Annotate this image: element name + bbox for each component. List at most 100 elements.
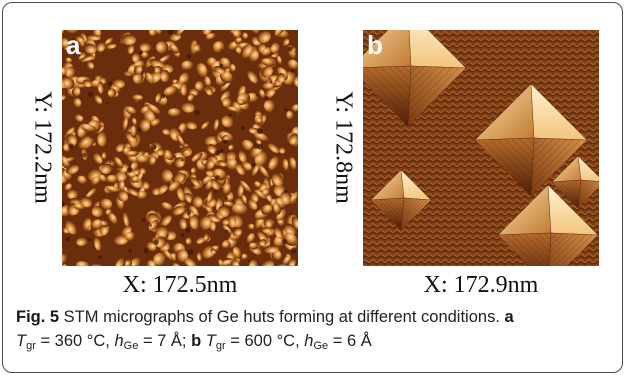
ge-hut-terrace bbox=[569, 180, 590, 191]
surface-pit bbox=[98, 255, 103, 260]
surface-island bbox=[238, 150, 248, 163]
surface-island bbox=[149, 58, 165, 68]
ge-hut-terrace bbox=[537, 233, 563, 247]
surface-island bbox=[178, 173, 187, 184]
surface-island bbox=[62, 261, 68, 266]
surface-island bbox=[155, 30, 163, 35]
ge-hut-terrace bbox=[517, 234, 581, 266]
surface-island bbox=[114, 258, 126, 266]
surface-island bbox=[163, 86, 178, 97]
surface-island bbox=[127, 43, 135, 54]
surface-island bbox=[107, 88, 117, 98]
surface-island bbox=[153, 252, 167, 266]
surface-island bbox=[149, 30, 158, 36]
surface-island bbox=[130, 125, 137, 138]
surface-island bbox=[295, 262, 298, 266]
surface-island bbox=[168, 108, 182, 118]
caption-a-h-sub: Ge bbox=[123, 340, 139, 352]
surface-island bbox=[178, 217, 187, 230]
surface-island bbox=[274, 30, 286, 37]
surface-island bbox=[65, 57, 73, 64]
surface-island bbox=[230, 260, 240, 266]
surface-island bbox=[270, 42, 281, 54]
caption-a-label: a bbox=[504, 308, 514, 326]
surface-island bbox=[235, 162, 246, 175]
ge-hut-terrace bbox=[504, 234, 593, 266]
surface-island bbox=[207, 144, 218, 154]
ge-hut-terrace bbox=[573, 180, 587, 188]
surface-island bbox=[205, 87, 214, 96]
surface-island bbox=[91, 205, 105, 217]
surface-island bbox=[204, 134, 218, 146]
surface-island bbox=[253, 181, 262, 189]
surface-pit bbox=[214, 150, 221, 156]
surface-island bbox=[210, 178, 220, 190]
surface-island bbox=[227, 106, 242, 113]
surface-island bbox=[267, 142, 280, 153]
surface-island bbox=[261, 65, 273, 78]
surface-island bbox=[155, 225, 168, 238]
ge-hut-terrace bbox=[519, 138, 548, 153]
surface-pit bbox=[149, 224, 153, 227]
surface-pit bbox=[88, 238, 92, 242]
surface-island bbox=[130, 161, 140, 171]
surface-island bbox=[151, 118, 161, 127]
surface-island bbox=[234, 37, 242, 44]
surface-island bbox=[249, 242, 258, 250]
surface-island bbox=[290, 191, 298, 203]
surface-island bbox=[85, 187, 98, 199]
surface-island bbox=[255, 117, 264, 125]
stm-texture-b bbox=[363, 30, 599, 266]
surface-pit bbox=[219, 63, 224, 68]
surface-island bbox=[99, 198, 112, 210]
surface-pit bbox=[290, 69, 295, 73]
surface-island bbox=[260, 227, 273, 234]
x-axis-label-a: X: 172.5nm bbox=[122, 272, 238, 298]
surface-island bbox=[85, 34, 101, 41]
surface-island bbox=[196, 251, 203, 261]
surface-island bbox=[125, 231, 135, 242]
surface-island bbox=[282, 255, 292, 266]
surface-island bbox=[65, 133, 77, 147]
surface-island bbox=[281, 158, 289, 172]
surface-island bbox=[282, 38, 290, 46]
surface-island bbox=[258, 165, 270, 179]
surface-island bbox=[139, 167, 147, 174]
surface-island bbox=[222, 183, 232, 196]
surface-island bbox=[185, 120, 198, 130]
surface-island bbox=[262, 188, 271, 197]
surface-island bbox=[240, 194, 248, 205]
surface-pit bbox=[107, 81, 113, 86]
stm-texture-a bbox=[62, 30, 298, 266]
surface-island bbox=[185, 237, 193, 245]
surface-pit bbox=[281, 238, 288, 245]
surface-pit bbox=[214, 189, 218, 193]
surface-island bbox=[154, 65, 162, 74]
surface-island bbox=[163, 249, 174, 262]
ge-hut-terrace bbox=[372, 67, 446, 104]
surface-island bbox=[179, 72, 191, 85]
surface-pit bbox=[71, 38, 74, 41]
surface-island bbox=[207, 190, 214, 204]
ge-hut-terrace bbox=[526, 138, 541, 146]
surface-island bbox=[190, 177, 202, 188]
surface-island bbox=[65, 30, 80, 35]
ge-hut-terrace bbox=[365, 67, 453, 112]
ge-hut-terrace bbox=[559, 181, 599, 202]
surface-island bbox=[268, 156, 280, 170]
surface-island bbox=[191, 196, 203, 208]
surface-pit bbox=[187, 248, 194, 255]
panel-label-b: b bbox=[367, 30, 383, 60]
surface-island bbox=[91, 176, 101, 186]
surface-island bbox=[148, 219, 159, 231]
ge-hut-terrace bbox=[383, 199, 422, 219]
surface-island bbox=[106, 174, 119, 184]
ge-hut-terrace bbox=[577, 180, 585, 184]
ge-hut-terrace bbox=[391, 198, 415, 211]
surface-island bbox=[232, 30, 243, 38]
figure-caption: Fig. 5 STM micrographs of Ge huts formin… bbox=[16, 305, 616, 358]
surface-island bbox=[261, 47, 273, 56]
surface-island bbox=[247, 69, 258, 84]
caption-a-t-val: = 360 °C, bbox=[35, 332, 115, 350]
surface-island bbox=[214, 66, 226, 75]
